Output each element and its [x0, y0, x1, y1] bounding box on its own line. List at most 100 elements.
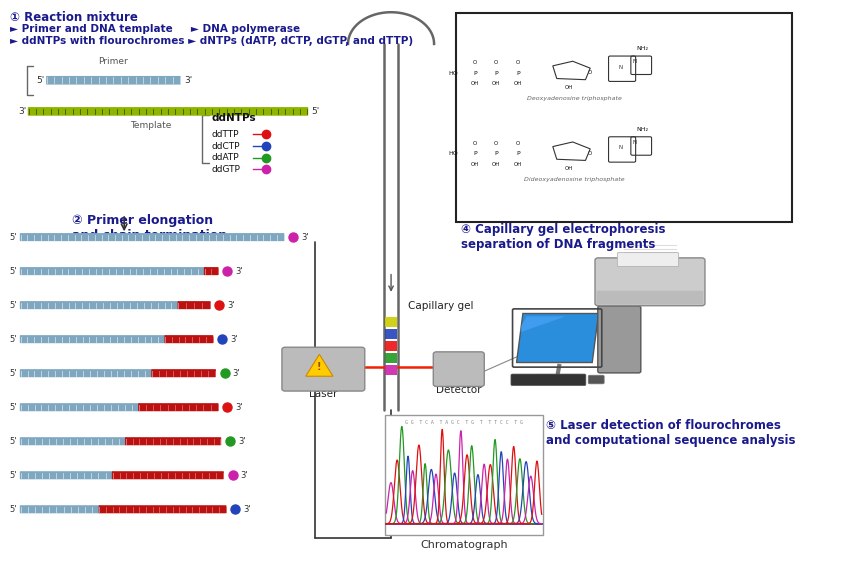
Text: O: O: [494, 60, 498, 65]
Text: N: N: [632, 59, 637, 64]
FancyBboxPatch shape: [125, 437, 221, 445]
Bar: [386, 317, 397, 327]
Text: 3': 3': [243, 505, 251, 514]
Text: N: N: [618, 146, 622, 150]
Text: ⑤ Laser detection of flourochromes
and computational sequence analysis: ⑤ Laser detection of flourochromes and c…: [546, 418, 796, 447]
FancyBboxPatch shape: [595, 258, 705, 306]
FancyBboxPatch shape: [456, 13, 791, 221]
Text: Laser: Laser: [309, 390, 338, 399]
Text: ① Reaction mixture: ① Reaction mixture: [10, 11, 138, 24]
FancyBboxPatch shape: [511, 374, 586, 386]
FancyBboxPatch shape: [20, 403, 140, 411]
Text: P: P: [494, 71, 498, 76]
Text: 3': 3': [301, 232, 309, 242]
Text: 3': 3': [241, 470, 248, 480]
FancyBboxPatch shape: [20, 437, 126, 445]
FancyBboxPatch shape: [20, 471, 114, 479]
FancyBboxPatch shape: [164, 335, 213, 343]
Text: 5': 5': [9, 335, 17, 344]
Text: P: P: [473, 71, 477, 76]
Text: 5': 5': [9, 403, 17, 412]
FancyBboxPatch shape: [112, 471, 224, 479]
Text: OH: OH: [514, 162, 522, 166]
Text: ddCTP: ddCTP: [212, 142, 240, 150]
Text: OH: OH: [492, 81, 500, 86]
Text: 5': 5': [9, 266, 17, 276]
FancyBboxPatch shape: [204, 267, 219, 275]
Text: N: N: [618, 65, 622, 70]
Text: 3': 3': [235, 403, 243, 412]
FancyBboxPatch shape: [20, 301, 179, 309]
Text: 5': 5': [9, 301, 17, 310]
Text: ► ddNTPs with flourochromes ► dNTPs (dATP, dCTP, dGTP, and dTTP): ► ddNTPs with flourochromes ► dNTPs (dAT…: [10, 36, 413, 46]
FancyBboxPatch shape: [20, 369, 153, 377]
FancyBboxPatch shape: [178, 301, 210, 309]
Text: O: O: [588, 70, 593, 75]
Text: 5': 5': [9, 232, 17, 242]
Polygon shape: [306, 354, 333, 376]
Text: Chromatograph: Chromatograph: [420, 540, 508, 550]
FancyBboxPatch shape: [617, 253, 679, 266]
Text: ② Primer elongation
and chain termination: ② Primer elongation and chain terminatio…: [72, 214, 227, 242]
Bar: [386, 341, 397, 351]
Text: 3': 3': [184, 76, 192, 85]
Text: P: P: [494, 151, 498, 156]
FancyBboxPatch shape: [598, 306, 641, 373]
Text: Dideoxyadenosine triphosphate: Dideoxyadenosine triphosphate: [524, 177, 625, 181]
Text: O: O: [472, 141, 477, 146]
Text: OH: OH: [514, 81, 522, 86]
FancyBboxPatch shape: [152, 369, 216, 377]
FancyBboxPatch shape: [20, 335, 166, 343]
Text: Detector: Detector: [436, 385, 482, 395]
Text: 5': 5': [9, 369, 17, 377]
FancyBboxPatch shape: [20, 233, 285, 241]
Text: N: N: [632, 140, 637, 144]
Text: OH: OH: [564, 85, 573, 90]
Text: OH: OH: [471, 81, 479, 86]
FancyBboxPatch shape: [20, 505, 100, 513]
Text: O: O: [494, 141, 498, 146]
Text: ddNTPs: ddNTPs: [212, 113, 257, 123]
Text: 5': 5': [9, 470, 17, 480]
FancyBboxPatch shape: [385, 414, 543, 535]
Text: 5': 5': [9, 505, 17, 514]
Text: 3': 3': [238, 437, 246, 446]
Text: NH₂: NH₂: [636, 127, 648, 132]
Text: ddATP: ddATP: [212, 153, 239, 162]
FancyBboxPatch shape: [46, 76, 181, 84]
Text: 3': 3': [235, 266, 243, 276]
Text: 5': 5': [9, 437, 17, 446]
Text: Capillary gel: Capillary gel: [408, 301, 473, 312]
FancyBboxPatch shape: [597, 291, 703, 305]
Text: 3': 3': [232, 369, 240, 377]
Text: Deoxyadenosine triphosphate: Deoxyadenosine triphosphate: [527, 96, 621, 101]
Text: ddGTP: ddGTP: [212, 165, 241, 173]
Text: !: !: [317, 362, 322, 372]
Text: G G  T C A  T A G C  T G  T  T T C C  T G: G G T C A T A G C T G T T T C C T G: [405, 420, 523, 425]
Text: 5': 5': [312, 107, 320, 116]
Text: O: O: [588, 151, 593, 155]
Text: O: O: [515, 141, 520, 146]
FancyBboxPatch shape: [138, 403, 219, 411]
Text: HO: HO: [448, 71, 458, 76]
Text: P: P: [473, 151, 477, 156]
Text: 5': 5': [36, 76, 45, 85]
Text: ► Primer and DNA template     ► DNA polymerase: ► Primer and DNA template ► DNA polymera…: [10, 24, 301, 34]
Bar: [386, 365, 397, 376]
Polygon shape: [520, 316, 566, 332]
Bar: [386, 329, 397, 339]
Polygon shape: [516, 313, 599, 362]
FancyBboxPatch shape: [99, 505, 226, 513]
Text: O: O: [472, 60, 477, 65]
Text: OH: OH: [471, 162, 479, 166]
Text: 3': 3': [19, 107, 26, 116]
FancyBboxPatch shape: [28, 107, 308, 116]
Text: HO: HO: [448, 151, 458, 156]
Text: NH₂: NH₂: [636, 46, 648, 51]
FancyBboxPatch shape: [434, 352, 484, 387]
Text: P: P: [516, 151, 520, 156]
FancyBboxPatch shape: [20, 267, 205, 275]
Text: Primer: Primer: [99, 57, 128, 66]
Text: OH: OH: [564, 166, 573, 171]
Text: ddTTP: ddTTP: [212, 130, 239, 139]
